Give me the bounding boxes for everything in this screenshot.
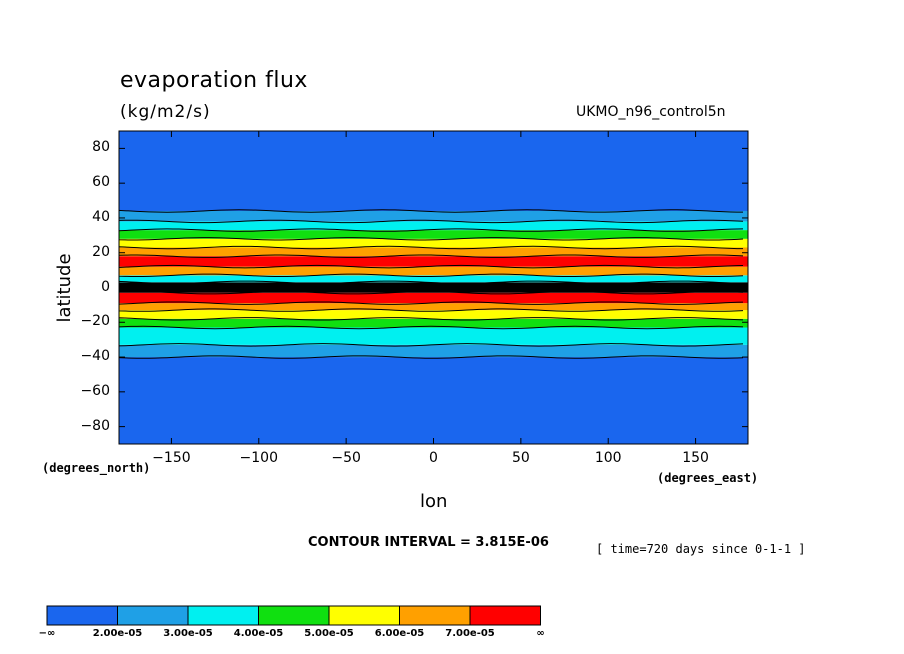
- chart-units: (kg/m2/s): [120, 102, 211, 122]
- band-10: [119, 256, 748, 267]
- band-8: [119, 275, 748, 283]
- colorbar-swatch-6: [469, 605, 541, 626]
- colorbar-label: 6.00e-05: [374, 628, 425, 639]
- band-3: [119, 318, 748, 328]
- band-14: [119, 221, 748, 231]
- band-12: [119, 238, 748, 248]
- band-7: [119, 282, 748, 293]
- colorbar-swatch-4: [328, 605, 400, 626]
- band-9: [119, 266, 748, 276]
- colorbar-label: ∞: [536, 628, 545, 639]
- y-tick-label: 60: [92, 174, 110, 191]
- band-5: [119, 303, 748, 311]
- y-tick-label: 80: [92, 139, 110, 156]
- band-16: [119, 131, 748, 211]
- y-units-label: (degrees_north): [42, 461, 151, 475]
- colorbar-label: −∞: [38, 628, 56, 639]
- x-tick-label: 150: [682, 450, 709, 466]
- x-units-label: (degrees_east): [657, 471, 759, 485]
- band-13: [119, 230, 748, 239]
- contour-line-10: [118, 264, 744, 269]
- chart-title: evaporation flux: [120, 68, 308, 93]
- y-tick-label: 0: [101, 278, 110, 295]
- band-0: [119, 357, 748, 444]
- colorbar-swatch-3: [258, 605, 330, 626]
- x-tick-label: −100: [239, 450, 278, 466]
- contour-line-16: [118, 209, 744, 213]
- x-tick-label: 100: [594, 450, 622, 466]
- contour-line-9: [118, 273, 744, 278]
- y-axis-label: latitude: [54, 253, 76, 323]
- colorbar-swatch-0: [46, 605, 118, 626]
- x-tick-label: 0: [429, 450, 438, 466]
- contour-line-3: [118, 325, 744, 330]
- colorbar-swatch-1: [117, 605, 189, 626]
- colorbar-label: 5.00e-05: [304, 628, 354, 639]
- contour-line-7: [118, 291, 744, 295]
- contour-line-14: [118, 228, 744, 232]
- x-tick-label: 50: [511, 450, 530, 466]
- colorbar-swatch-2: [187, 605, 259, 626]
- y-tick-label: −60: [80, 382, 110, 399]
- contour-line-4: [118, 317, 744, 321]
- band-6: [119, 292, 748, 304]
- colorbar-label: 2.00e-05: [92, 628, 143, 639]
- band-11: [119, 247, 748, 257]
- contour-interval: CONTOUR INTERVAL = 3.815E-06: [308, 535, 549, 550]
- colorbar-label: 3.00e-05: [163, 628, 213, 639]
- band-15: [119, 210, 748, 222]
- contour-line-11: [118, 254, 744, 258]
- contour-line-1: [118, 355, 744, 359]
- dataset-label: UKMO_n96_control5n: [576, 104, 726, 120]
- contour-line-15: [118, 219, 744, 224]
- contour-line-8: [118, 280, 744, 284]
- band-2: [119, 327, 748, 345]
- colorbar-label: 7.00e-05: [445, 628, 495, 639]
- contour-line-12: [118, 245, 744, 250]
- band-4: [119, 310, 748, 319]
- colorbar-swatch-5: [399, 605, 471, 626]
- x-tick-label: −150: [152, 450, 191, 466]
- y-tick-label: 20: [92, 243, 110, 260]
- y-tick-label: 40: [92, 208, 110, 225]
- band-1: [119, 344, 748, 358]
- contour-line-2: [118, 343, 744, 347]
- time-info: [ time=720 days since 0-1-1 ]: [596, 542, 806, 556]
- y-tick-label: −80: [80, 417, 110, 434]
- y-tick-label: −40: [80, 348, 110, 365]
- colorbar-label: 4.00e-05: [233, 628, 284, 639]
- contour-line-6: [118, 301, 744, 305]
- x-axis-label: lon: [420, 491, 448, 512]
- contour-line-5: [118, 308, 744, 312]
- contour-line-13: [118, 237, 744, 241]
- x-tick-label: −50: [331, 450, 361, 466]
- y-tick-label: −20: [80, 313, 110, 330]
